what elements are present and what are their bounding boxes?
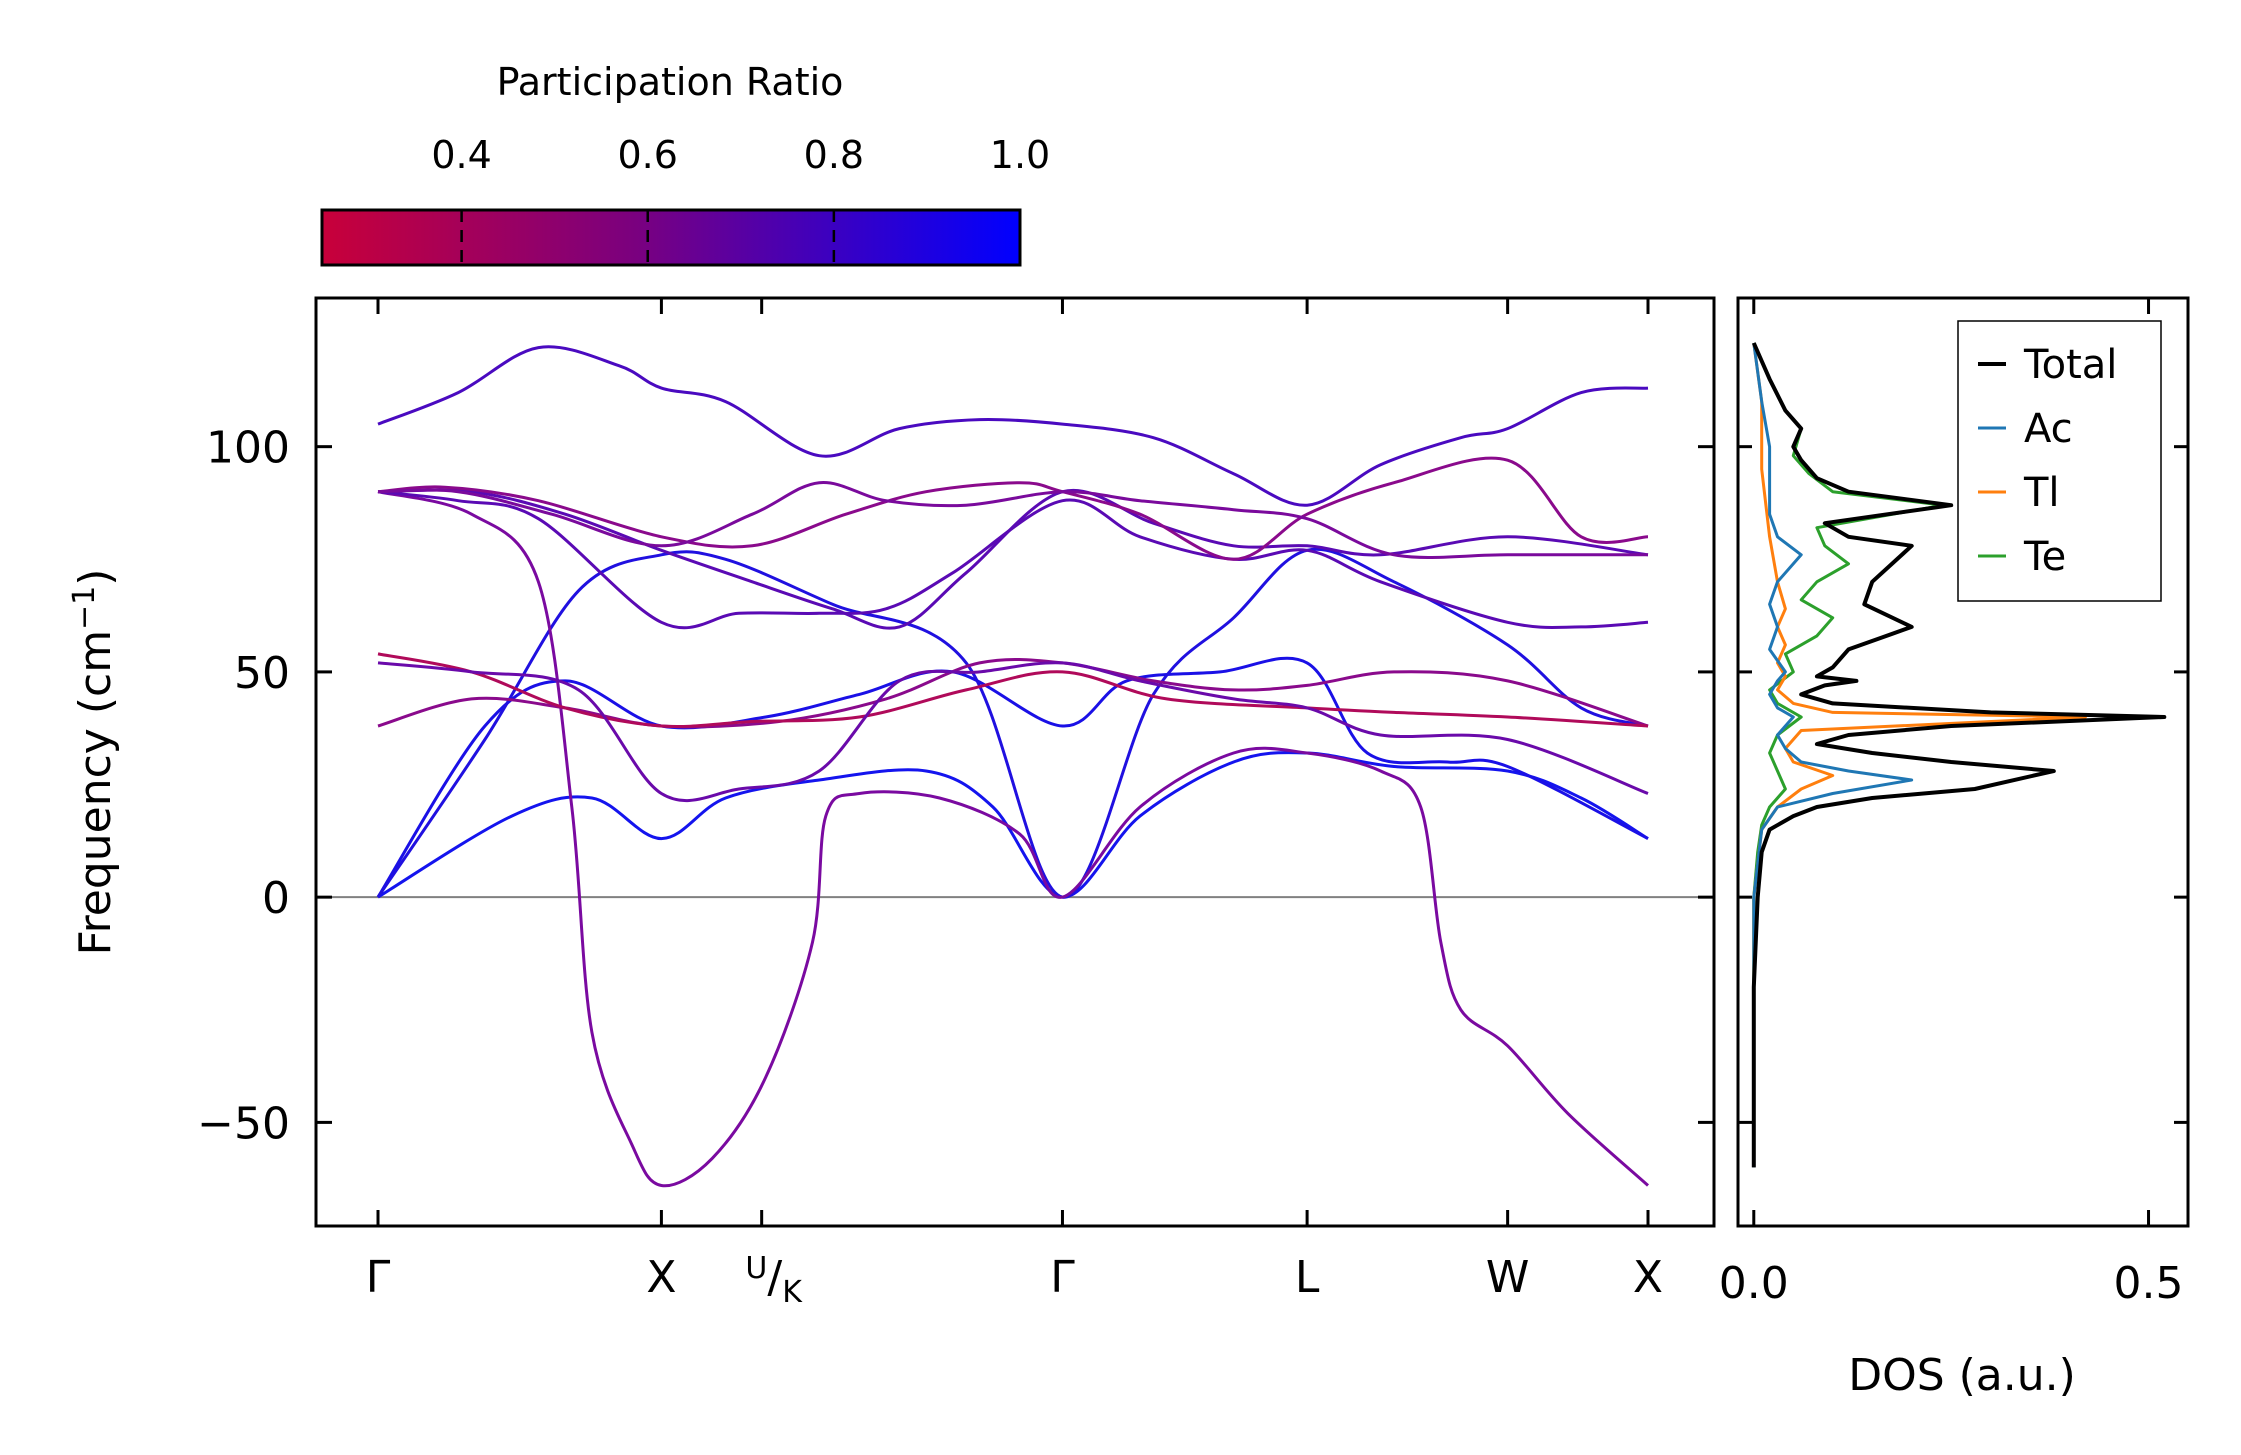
dos-ac-line [1752,342,1914,1168]
k-point-label: Γ [366,1252,391,1303]
dos-y-ticks [1738,445,2188,1124]
y-tick-label: 100 [206,423,290,474]
band-optical-6 [377,456,1649,561]
k-point-label: X [646,1252,676,1303]
band-optical-5 [377,488,1649,630]
y-axis-title-main: Frequency (cm [70,630,121,956]
colorbar-tick-label: 0.8 [804,133,864,177]
dos-legend: Total Ac Tl Te [1957,320,2162,602]
k-point-label: U/K [745,1251,803,1310]
y-tick-label: −50 [197,1098,290,1149]
band-structure-panel: 100 50 0 −50 Γ X U/K Γ L W X Frequency (cm−1) [67,296,1716,1310]
band-acoustic-2 [376,656,1649,898]
band-lines [376,345,1650,1188]
dos-lines [1751,342,2167,1168]
band-plot-frame [314,296,1716,1228]
y-tick-label: 50 [234,648,290,699]
k-point-label: L [1295,1252,1320,1303]
colorbar-tick-label: 1.0 [990,133,1050,177]
legend-label-ac: Ac [2024,406,2073,452]
k-point-label: X [1633,1252,1663,1303]
legend-label-total: Total [2023,342,2117,388]
band-k-point-ticks: Γ X U/K Γ L W X [366,298,1663,1310]
colorbar-title: Participation Ratio [497,60,844,104]
dos-te-line [1752,342,1945,1168]
dos-x-tick-label: 0.0 [1719,1258,1789,1309]
colorbar-gradient [320,208,1022,267]
band-optical-3 [377,661,1649,803]
y-axis-title-superscript: −1 [67,586,102,630]
band-optical-4 [377,490,1649,630]
y-tick-label: 0 [262,873,290,924]
colorbar-tick-label: 0.6 [618,133,678,177]
k-label-lower: K [782,1275,803,1310]
dos-panel: 0.0 0.5 DOS (a.u.) Total Ac Tl Te [1719,296,2190,1401]
dos-tl-line [1752,342,2087,1168]
colorbar: Participation Ratio 0.4 0.6 0.8 1.0 [320,60,1050,267]
band-top-mode [377,345,1649,507]
band-optical-7 [377,481,1648,559]
band-y-ticks: 100 50 0 −50 [197,423,1714,1149]
legend-label-tl: Tl [2023,470,2060,516]
colorbar-tick-label: 0.4 [431,133,491,177]
band-acoustic-3 [376,547,1649,899]
k-label-upper: U [745,1251,767,1286]
k-point-label: Γ [1050,1252,1075,1303]
band-soft-mode [377,490,1650,1188]
dos-x-axis-title: DOS (a.u.) [1848,1350,2076,1401]
legend-label-te: Te [2023,534,2066,580]
dos-x-ticks: 0.0 0.5 [1719,298,2184,1309]
y-axis-title-end: ) [70,569,121,586]
dos-total-line [1751,342,2167,1168]
band-optical-1 [377,657,1649,729]
k-point-label: W [1486,1252,1530,1303]
dos-x-tick-label: 0.5 [2114,1258,2184,1309]
colorbar-ticks: 0.4 0.6 0.8 1.0 [431,133,1050,265]
legend-items: Total Ac Tl Te [1978,342,2117,580]
band-acoustic-1 [377,751,1649,899]
band-optical-2 [377,652,1649,729]
dos-plot-frame [1736,296,2190,1228]
legend-box [1957,320,2162,602]
y-axis-title: Frequency (cm−1) [67,569,121,956]
k-label-sep: / [767,1252,782,1303]
